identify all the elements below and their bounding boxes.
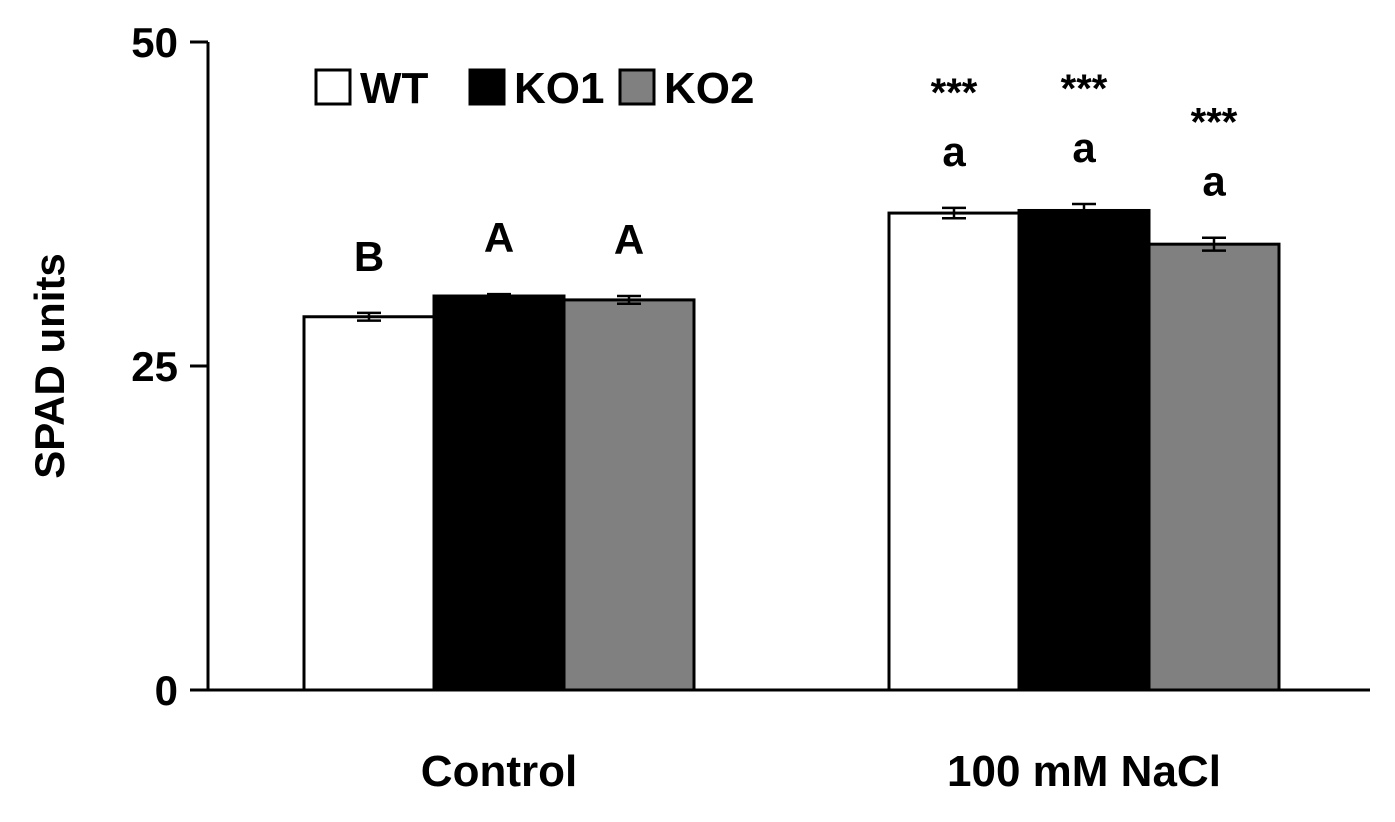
x-category-label: 100 mM NaCl — [947, 747, 1221, 796]
legend-swatch-ko1 — [468, 68, 506, 106]
significance-stars: *** — [931, 71, 978, 115]
bar-ko1 — [1017, 208, 1151, 692]
bar-wt — [887, 211, 1021, 692]
legend-label-wt: WT — [360, 64, 429, 113]
y-tick-label: 25 — [131, 343, 178, 390]
significance-letter: A — [484, 214, 514, 261]
legend-swatch-wt — [314, 68, 352, 106]
x-category-label: Control — [421, 747, 577, 796]
bar-ko2 — [562, 298, 696, 692]
y-axis-label: SPAD units — [26, 253, 73, 479]
significance-stars: *** — [1061, 67, 1108, 111]
legend-label-ko2: KO2 — [664, 64, 754, 113]
legend-label-ko1: KO1 — [514, 64, 604, 113]
y-tick-label: 50 — [131, 19, 178, 66]
significance-letter: a — [1202, 158, 1226, 205]
y-tick-label: 0 — [155, 667, 178, 714]
bar-wt — [302, 315, 436, 692]
significance-letter: A — [614, 216, 644, 263]
significance-stars: *** — [1191, 101, 1238, 145]
legend-swatch-ko2 — [618, 68, 656, 106]
significance-letter: B — [354, 233, 384, 280]
bar-ko1 — [432, 294, 566, 692]
significance-letter: a — [942, 128, 966, 175]
significance-letter: a — [1072, 124, 1096, 171]
bar-ko2 — [1147, 242, 1281, 692]
